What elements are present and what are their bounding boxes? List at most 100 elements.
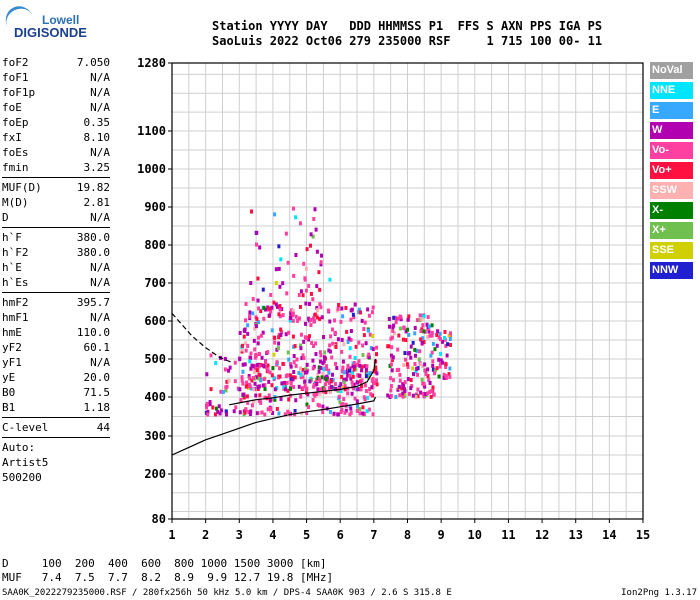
echo-point	[308, 379, 312, 384]
echo-point	[325, 366, 329, 371]
echo-point	[225, 379, 229, 384]
echo-point	[417, 357, 421, 362]
echo-point	[360, 368, 364, 373]
param-value: 3.25	[83, 161, 111, 174]
echo-point	[309, 232, 313, 237]
echo-point	[329, 385, 333, 390]
echo-point	[275, 304, 279, 309]
echo-point	[287, 397, 291, 402]
echo-point	[263, 387, 267, 392]
echo-point	[392, 323, 396, 328]
echo-point	[335, 366, 339, 371]
echo-point	[396, 387, 400, 392]
echo-point	[396, 316, 400, 321]
param-label: fxI	[2, 131, 22, 144]
echo-point	[278, 374, 282, 379]
echo-point	[299, 394, 303, 399]
echo-point	[409, 344, 413, 349]
echo-point	[218, 411, 222, 416]
echo-point	[259, 378, 263, 383]
echo-point	[398, 393, 402, 398]
echo-point	[356, 387, 360, 392]
echo-point	[341, 365, 345, 370]
echo-point	[250, 363, 254, 368]
echo-point	[255, 230, 259, 235]
param-label: yF1	[2, 356, 22, 369]
param-label: MUF(D)	[2, 181, 42, 194]
echo-point	[312, 316, 316, 321]
x-tick-label: 5	[303, 528, 310, 542]
legend-item: NNE	[650, 82, 693, 99]
param-row: M(D) 2.81	[2, 195, 110, 210]
echo-point	[242, 392, 246, 397]
echo-point	[293, 375, 297, 380]
echo-point	[282, 380, 286, 385]
param-group-critical-frequencies: foF2 7.050 foF1 N/A foF1p N/A foE N/A foEp 0.35 fx…	[2, 55, 110, 175]
echo-point	[248, 314, 252, 319]
echo-point	[298, 221, 302, 226]
echo-point	[289, 315, 293, 320]
echo-point	[358, 411, 362, 416]
trace-lines	[171, 313, 377, 456]
echo-point	[397, 367, 401, 372]
echo-point	[364, 388, 368, 393]
echo-point	[358, 387, 362, 392]
echo-point	[312, 216, 316, 221]
param-label: D	[2, 211, 9, 224]
echo-point	[255, 368, 259, 373]
y-tick-label: 300	[144, 429, 166, 443]
echo-point	[387, 324, 391, 329]
echo-point	[277, 244, 281, 249]
echo-point	[211, 405, 215, 410]
echo-point	[260, 355, 264, 360]
echo-point	[313, 312, 317, 317]
echo-point	[242, 395, 246, 400]
echo-point	[307, 283, 311, 288]
echo-point	[271, 366, 275, 371]
echo-point	[309, 317, 313, 322]
echo-point	[272, 300, 276, 305]
echo-point	[390, 335, 394, 340]
echo-point	[233, 360, 237, 365]
echo-point	[331, 377, 335, 382]
echo-point	[281, 361, 285, 366]
echo-point	[257, 320, 261, 325]
echo-point	[391, 378, 395, 383]
echo-point	[361, 405, 365, 410]
echo-point	[263, 395, 267, 400]
echo-point	[389, 384, 393, 389]
echo-point	[294, 253, 298, 258]
param-label: h`E	[2, 261, 22, 274]
echo-point	[329, 334, 333, 339]
echo-point	[375, 345, 379, 350]
echo-point	[341, 314, 345, 319]
x-tick-label: 9	[438, 528, 445, 542]
echo-point	[254, 324, 258, 329]
echo-point	[254, 242, 258, 247]
echo-point	[296, 318, 300, 323]
echo-point	[404, 338, 408, 343]
echo-point	[364, 367, 368, 372]
echo-point	[392, 315, 396, 320]
x-tick-label: 1	[168, 528, 175, 542]
divider	[2, 227, 110, 228]
echo-point	[318, 302, 322, 307]
param-row: MUF(D) 19.82	[2, 180, 110, 195]
echo-point	[414, 369, 418, 374]
echo-point	[424, 368, 428, 373]
echo-point	[444, 344, 448, 349]
param-row: foF1p N/A	[2, 85, 110, 100]
echo-point	[330, 372, 334, 377]
header-line2: SaoLuis 2022 Oct06 279 235000 RSF 1 715 …	[212, 34, 603, 48]
echo-point	[224, 388, 228, 393]
echo-point	[366, 328, 370, 333]
echo-point	[328, 349, 332, 354]
echo-point	[438, 364, 442, 369]
echo-point	[299, 372, 303, 377]
echo-point	[301, 293, 305, 298]
param-label: B0	[2, 386, 16, 399]
echo-point	[288, 386, 292, 391]
echo-point	[301, 374, 305, 379]
profile-trace	[171, 313, 233, 364]
echo-point	[416, 394, 420, 399]
